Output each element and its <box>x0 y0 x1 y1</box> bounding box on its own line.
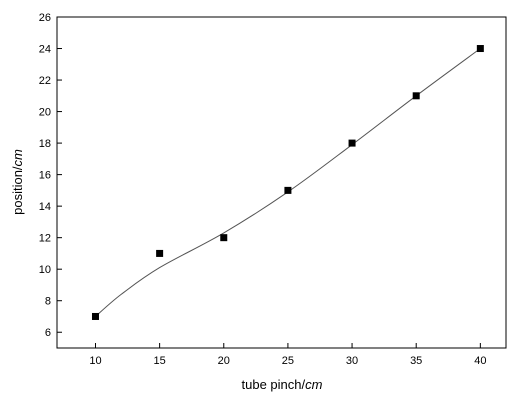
ticks <box>57 16 481 348</box>
y-tick-label: 24 <box>39 44 51 56</box>
fit-curve <box>95 48 481 317</box>
data-point <box>412 92 420 100</box>
x-tick-label: 30 <box>346 355 358 367</box>
y-tick-label: 6 <box>45 327 51 339</box>
y-tick-label: 20 <box>39 107 51 119</box>
x-tick-label: 25 <box>282 355 294 367</box>
y-tick-label: 22 <box>39 75 51 87</box>
data-point <box>476 45 484 53</box>
data-point <box>348 139 356 147</box>
x-tick-label: 35 <box>410 355 422 367</box>
tick-labels: 10 15 20 25 30 35 40 6 8 10 12 14 16 18 20 22 24 26 <box>39 12 487 367</box>
data-point <box>284 186 292 194</box>
y-tick-label: 10 <box>39 264 51 276</box>
x-tick-label: 10 <box>89 355 101 367</box>
data-point <box>220 234 228 242</box>
plot-frame <box>56 16 507 349</box>
data-point <box>156 249 164 257</box>
y-tick-label: 12 <box>39 233 51 245</box>
x-tick-label: 40 <box>474 355 486 367</box>
x-axis-label: tube pinch/cm <box>242 377 323 392</box>
y-tick-label: 8 <box>45 296 51 308</box>
y-axis-label: position/cm <box>10 149 25 215</box>
x-tick-label: 15 <box>154 355 166 367</box>
y-tick-label: 18 <box>39 138 51 150</box>
x-tick-label: 20 <box>218 355 230 367</box>
y-tick-label: 14 <box>39 201 51 213</box>
data-points <box>91 45 484 320</box>
y-tick-label: 16 <box>39 170 51 182</box>
y-tick-label: 26 <box>39 12 51 24</box>
data-point <box>91 312 99 320</box>
